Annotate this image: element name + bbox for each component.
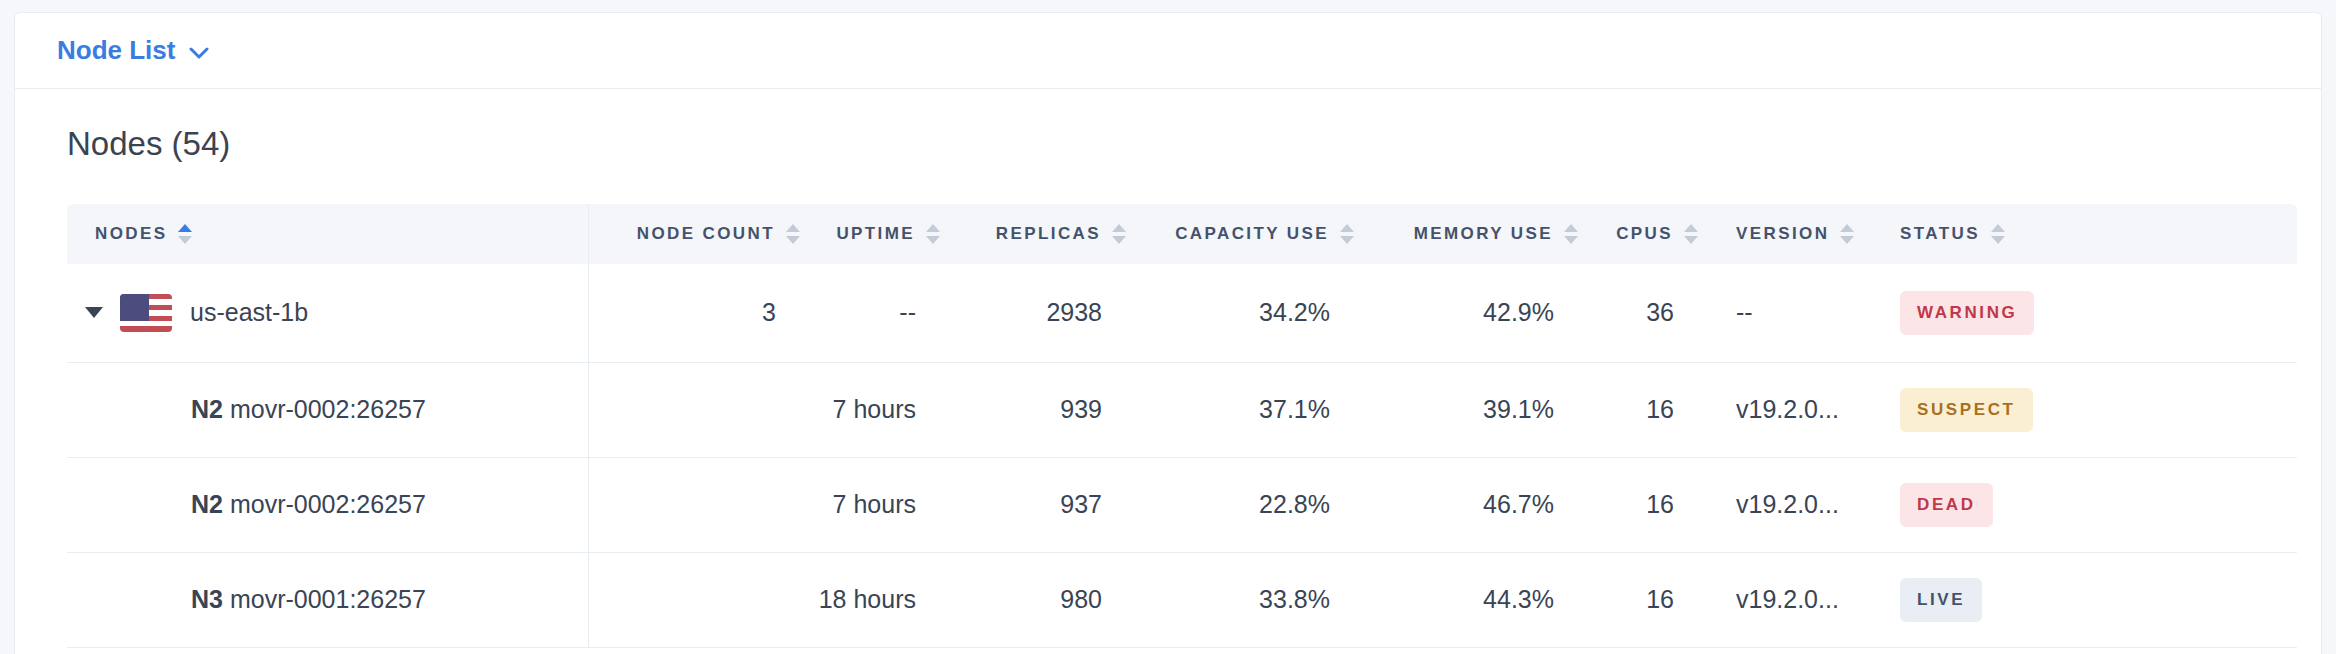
column-label: REPLICAS [996,224,1101,244]
table-row-node: N2 movr-0002:26257 7 hours 939 37.1% 39.… [67,362,2297,457]
cell-memory-use: 39.1% [1356,362,1580,457]
cell-uptime: 7 hours [802,457,942,552]
sort-icon[interactable] [1991,224,2005,244]
node-address: movr-0001:26257 [230,585,426,613]
column-label: NODES [95,224,167,244]
status-badge: LIVE [1900,578,1982,622]
cell-memory-use: 44.3% [1356,552,1580,647]
sort-icon[interactable] [786,224,800,244]
sort-icon[interactable] [1564,224,1578,244]
status-badge: WARNING [1900,291,2034,335]
cell-replicas: 937 [942,457,1128,552]
cell-uptime: -- [802,264,942,362]
sort-icon[interactable] [1112,224,1126,244]
cell-node-count: 3 [588,264,802,362]
status-badge: DEAD [1900,483,1993,527]
region-name: us-east-1b [190,298,308,327]
node-id: N2 [191,490,223,518]
page-title: Nodes (54) [67,125,2321,163]
cell-capacity-use: 22.8% [1128,457,1356,552]
cell-version: v19.2.0... [1700,457,1860,552]
sort-icon[interactable] [926,224,940,244]
column-header-version[interactable]: VERSION [1700,204,1860,264]
cell-memory-use: 42.9% [1356,264,1580,362]
column-header-nodes[interactable]: NODES [67,204,588,264]
sort-icon[interactable] [178,224,192,244]
column-label: UPTIME [836,224,915,244]
cell-cpus: 16 [1580,362,1700,457]
collapse-caret-icon[interactable] [85,307,103,318]
cell-version: v19.2.0... [1700,362,1860,457]
column-header-node-count[interactable]: NODE COUNT [588,204,802,264]
region-row-toggle[interactable]: us-east-1b [67,294,588,332]
sort-icon[interactable] [1340,224,1354,244]
cell-replicas: 980 [942,552,1128,647]
view-selector-label: Node List [57,35,175,66]
cell-version: v19.2.0... [1700,552,1860,647]
column-label: CAPACITY USE [1175,224,1329,244]
column-label: CPUS [1616,224,1673,244]
cell-replicas: 2938 [942,264,1128,362]
cell-memory-use: 46.7% [1356,457,1580,552]
cell-cpus: 36 [1580,264,1700,362]
column-header-memory-use[interactable]: MEMORY USE [1356,204,1580,264]
node-address: movr-0002:26257 [230,395,426,423]
node-link[interactable]: N2 movr-0002:26257 [67,490,588,519]
node-list-card: Node List Nodes (54) NODES [14,12,2322,654]
node-id: N3 [191,585,223,613]
view-selector-dropdown[interactable]: Node List [57,35,209,66]
nodes-table: NODES NODE COUNT UPTIME [67,204,2297,648]
cell-cpus: 16 [1580,552,1700,647]
node-address: movr-0002:26257 [230,490,426,518]
table-row-node: N3 movr-0001:26257 18 hours 980 33.8% 44… [67,552,2297,647]
column-header-replicas[interactable]: REPLICAS [942,204,1128,264]
table-row-region: us-east-1b 3 -- 2938 34.2% 42.9% 36 -- W… [67,264,2297,362]
column-label: MEMORY USE [1414,224,1553,244]
cell-replicas: 939 [942,362,1128,457]
cell-node-count [588,362,802,457]
cell-uptime: 7 hours [802,362,942,457]
table-row-node: N2 movr-0002:26257 7 hours 937 22.8% 46.… [67,457,2297,552]
us-flag-icon [120,294,172,332]
column-header-capacity-use[interactable]: CAPACITY USE [1128,204,1356,264]
sort-icon[interactable] [1840,224,1854,244]
cell-capacity-use: 34.2% [1128,264,1356,362]
cell-cpus: 16 [1580,457,1700,552]
column-header-cpus[interactable]: CPUS [1580,204,1700,264]
column-label: VERSION [1736,224,1829,244]
column-label: NODE COUNT [637,224,775,244]
node-link[interactable]: N3 movr-0001:26257 [67,585,588,614]
cell-node-count [588,457,802,552]
table-header-row: NODES NODE COUNT UPTIME [67,204,2297,264]
column-label: STATUS [1900,224,1980,244]
cell-version: -- [1700,264,1860,362]
cell-node-count [588,552,802,647]
column-header-status[interactable]: STATUS [1860,204,2297,264]
chevron-down-icon [189,47,209,59]
cell-capacity-use: 33.8% [1128,552,1356,647]
column-header-uptime[interactable]: UPTIME [802,204,942,264]
status-badge: SUSPECT [1900,388,2033,432]
node-link[interactable]: N2 movr-0002:26257 [67,395,588,424]
cell-capacity-use: 37.1% [1128,362,1356,457]
view-selector-bar: Node List [15,13,2321,89]
sort-icon[interactable] [1684,224,1698,244]
cell-uptime: 18 hours [802,552,942,647]
node-id: N2 [191,395,223,423]
